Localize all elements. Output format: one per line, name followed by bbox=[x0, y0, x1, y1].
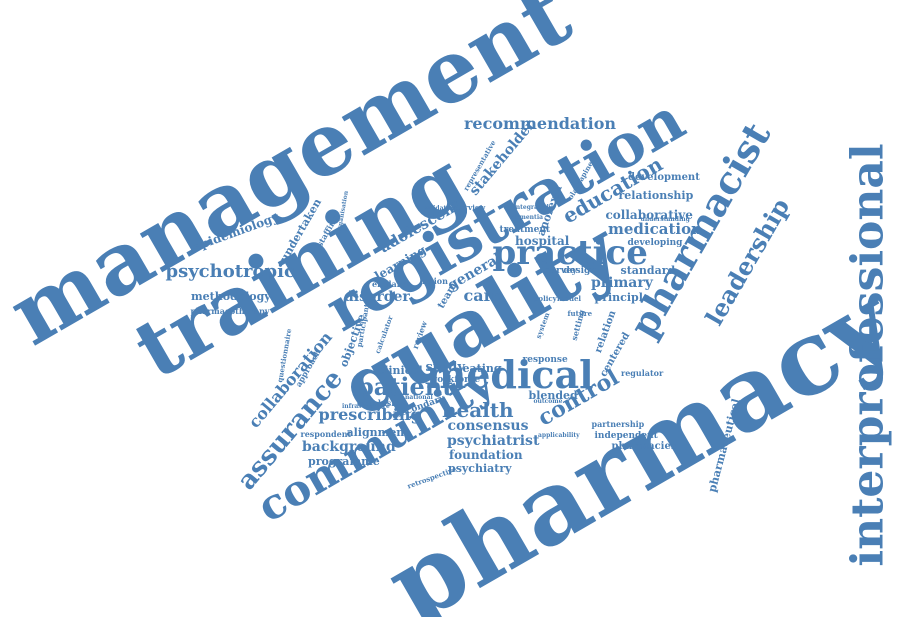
word-patient: patient bbox=[357, 372, 454, 401]
word-standard: standard bbox=[620, 263, 676, 277]
word-national: national bbox=[405, 394, 433, 401]
word-psychiatrist: psychiatrist bbox=[447, 433, 540, 449]
word-dementia: dementia bbox=[511, 214, 543, 221]
word-development: development bbox=[628, 172, 700, 183]
word-conclusion: conclusion bbox=[357, 398, 406, 408]
word-study: study bbox=[425, 359, 465, 375]
word-disorder: disorder bbox=[344, 289, 410, 305]
word-care: care bbox=[463, 286, 503, 305]
word-outcome: outcome bbox=[533, 398, 563, 405]
word-developing: developing bbox=[627, 237, 683, 248]
word-response: response bbox=[522, 354, 568, 365]
word-practice: practice bbox=[492, 233, 648, 273]
word-medical: medical bbox=[426, 352, 594, 397]
word-collaborative: collaborative bbox=[605, 208, 693, 222]
word-policy: policy bbox=[533, 293, 557, 303]
word-principle: principle bbox=[594, 290, 650, 304]
word-medication: medication bbox=[608, 219, 702, 238]
word-health: health bbox=[442, 398, 514, 422]
word-independent: independent bbox=[594, 430, 658, 441]
word-interview: interview bbox=[449, 202, 486, 212]
word-background: background bbox=[302, 439, 396, 455]
word-eating: eating bbox=[462, 361, 502, 375]
word-treatment: treatment bbox=[499, 224, 551, 235]
word-future: future bbox=[567, 308, 593, 318]
word-partnership: partnership bbox=[591, 419, 645, 429]
word-pharmacies: pharmacies bbox=[611, 441, 677, 452]
word-applicability: applicability bbox=[538, 432, 580, 439]
word-primary: primary bbox=[591, 275, 653, 291]
word-relationship: relationship bbox=[618, 188, 694, 202]
word-retrospective: retrospective bbox=[406, 463, 458, 491]
word-foundation: foundation bbox=[449, 448, 523, 462]
word-england: england bbox=[372, 279, 409, 289]
word-pharmacotherapy: pharmacotherapy bbox=[190, 306, 270, 316]
word-respondent: respondent bbox=[300, 429, 352, 439]
word-action: action bbox=[420, 276, 448, 286]
word-interprofessional: interprofessional bbox=[842, 143, 894, 567]
word-psychotropic: psychotropic bbox=[165, 261, 295, 282]
word-prescribing: prescribing bbox=[318, 405, 422, 424]
word-alignment: alignment bbox=[346, 425, 410, 439]
word-blended: blended bbox=[528, 388, 578, 402]
word-workforce: workforce bbox=[429, 374, 481, 385]
word-clinical: clinical bbox=[377, 363, 423, 377]
word-infrastructure: infrastructure bbox=[342, 403, 390, 410]
word-design: design bbox=[563, 265, 597, 276]
word-survey: survey bbox=[544, 265, 578, 276]
word-regulator: regulator bbox=[621, 368, 664, 378]
word-understanding: understanding bbox=[640, 216, 690, 223]
word-recommendation: recommendation bbox=[464, 114, 617, 133]
word-programme: programme bbox=[308, 454, 380, 468]
word-psychiatry: psychiatry bbox=[448, 461, 512, 475]
word-hospital: hospital bbox=[515, 234, 570, 248]
word-validation: validation bbox=[423, 205, 457, 212]
word-model: model bbox=[557, 293, 582, 303]
word-consensus: consensus bbox=[447, 418, 529, 434]
word-integrated: integrated bbox=[513, 204, 549, 211]
word-methodology: methodology bbox=[191, 289, 271, 303]
